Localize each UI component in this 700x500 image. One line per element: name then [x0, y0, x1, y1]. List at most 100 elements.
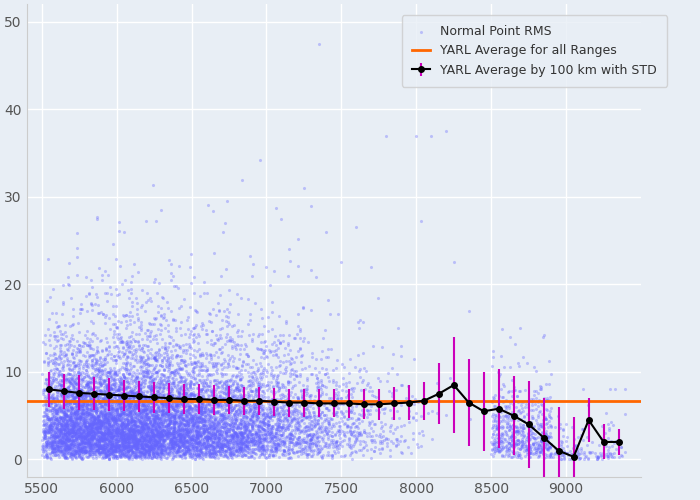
- Normal Point RMS: [192, 358, 203, 366]
- Normal Point RMS: [296, 392, 307, 400]
- Normal Point RMS: [220, 432, 232, 440]
- Normal Point RMS: [130, 438, 141, 446]
- Normal Point RMS: [100, 346, 111, 354]
- Normal Point RMS: [57, 330, 69, 338]
- Normal Point RMS: [96, 380, 107, 388]
- Normal Point RMS: [316, 427, 328, 435]
- Normal Point RMS: [139, 438, 150, 446]
- Normal Point RMS: [255, 436, 266, 444]
- Normal Point RMS: [137, 440, 148, 448]
- Normal Point RMS: [356, 378, 368, 386]
- Normal Point RMS: [69, 429, 80, 437]
- Normal Point RMS: [73, 384, 84, 392]
- Normal Point RMS: [266, 446, 277, 454]
- Normal Point RMS: [230, 363, 241, 371]
- Normal Point RMS: [134, 447, 146, 455]
- Normal Point RMS: [133, 438, 144, 446]
- Normal Point RMS: [81, 387, 92, 395]
- Normal Point RMS: [78, 338, 89, 346]
- Normal Point RMS: [174, 401, 185, 409]
- Normal Point RMS: [129, 441, 140, 449]
- Normal Point RMS: [214, 410, 225, 418]
- Normal Point RMS: [184, 449, 195, 457]
- Normal Point RMS: [159, 384, 170, 392]
- Normal Point RMS: [142, 448, 153, 456]
- Normal Point RMS: [513, 428, 524, 436]
- Normal Point RMS: [160, 426, 172, 434]
- Normal Point RMS: [220, 390, 231, 398]
- Normal Point RMS: [210, 430, 221, 438]
- Normal Point RMS: [69, 414, 80, 422]
- Normal Point RMS: [150, 356, 161, 364]
- Normal Point RMS: [272, 382, 284, 390]
- Normal Point RMS: [239, 412, 250, 420]
- Normal Point RMS: [598, 452, 609, 460]
- Normal Point RMS: [134, 384, 146, 392]
- Normal Point RMS: [47, 372, 58, 380]
- Normal Point RMS: [85, 300, 97, 308]
- Normal Point RMS: [314, 412, 325, 420]
- Normal Point RMS: [106, 404, 118, 411]
- Normal Point RMS: [52, 418, 64, 426]
- Normal Point RMS: [183, 448, 194, 456]
- Normal Point RMS: [85, 424, 97, 432]
- Normal Point RMS: [55, 428, 66, 436]
- Normal Point RMS: [149, 412, 160, 420]
- Normal Point RMS: [60, 395, 71, 403]
- Normal Point RMS: [124, 409, 135, 417]
- Normal Point RMS: [205, 427, 216, 435]
- Normal Point RMS: [573, 433, 584, 441]
- Normal Point RMS: [60, 436, 71, 444]
- Normal Point RMS: [143, 452, 154, 460]
- Normal Point RMS: [148, 435, 160, 443]
- Normal Point RMS: [120, 439, 132, 447]
- Normal Point RMS: [489, 414, 500, 422]
- Normal Point RMS: [65, 388, 76, 396]
- Normal Point RMS: [143, 453, 154, 461]
- Normal Point RMS: [492, 408, 503, 416]
- Normal Point RMS: [140, 419, 151, 427]
- Normal Point RMS: [197, 402, 208, 410]
- Normal Point RMS: [71, 348, 82, 356]
- Normal Point RMS: [110, 392, 121, 400]
- Normal Point RMS: [172, 426, 183, 434]
- Normal Point RMS: [60, 418, 71, 426]
- Normal Point RMS: [150, 408, 162, 416]
- Normal Point RMS: [71, 420, 83, 428]
- Normal Point RMS: [85, 434, 96, 442]
- Normal Point RMS: [96, 450, 107, 458]
- Normal Point RMS: [102, 447, 113, 455]
- Normal Point RMS: [90, 354, 101, 362]
- Normal Point RMS: [60, 430, 71, 438]
- Normal Point RMS: [211, 434, 222, 442]
- Normal Point RMS: [230, 442, 241, 450]
- Normal Point RMS: [207, 442, 218, 450]
- Normal Point RMS: [160, 394, 171, 402]
- Normal Point RMS: [80, 426, 92, 434]
- Normal Point RMS: [130, 346, 141, 354]
- Normal Point RMS: [141, 367, 153, 375]
- Normal Point RMS: [76, 300, 87, 308]
- Normal Point RMS: [70, 416, 81, 424]
- Normal Point RMS: [174, 438, 185, 446]
- Normal Point RMS: [295, 358, 307, 366]
- Normal Point RMS: [66, 432, 78, 440]
- Normal Point RMS: [113, 411, 125, 419]
- Normal Point RMS: [534, 408, 545, 416]
- Normal Point RMS: [160, 380, 172, 388]
- Normal Point RMS: [211, 398, 223, 406]
- Normal Point RMS: [67, 408, 78, 416]
- Normal Point RMS: [493, 437, 504, 445]
- Normal Point RMS: [202, 434, 214, 442]
- Normal Point RMS: [185, 428, 196, 436]
- Normal Point RMS: [130, 446, 141, 454]
- Normal Point RMS: [104, 427, 115, 435]
- Normal Point RMS: [253, 410, 264, 418]
- Normal Point RMS: [237, 393, 248, 401]
- Normal Point RMS: [108, 446, 119, 454]
- Normal Point RMS: [80, 390, 92, 398]
- Normal Point RMS: [63, 414, 74, 422]
- Normal Point RMS: [91, 420, 102, 428]
- Normal Point RMS: [273, 444, 284, 452]
- Normal Point RMS: [142, 394, 153, 402]
